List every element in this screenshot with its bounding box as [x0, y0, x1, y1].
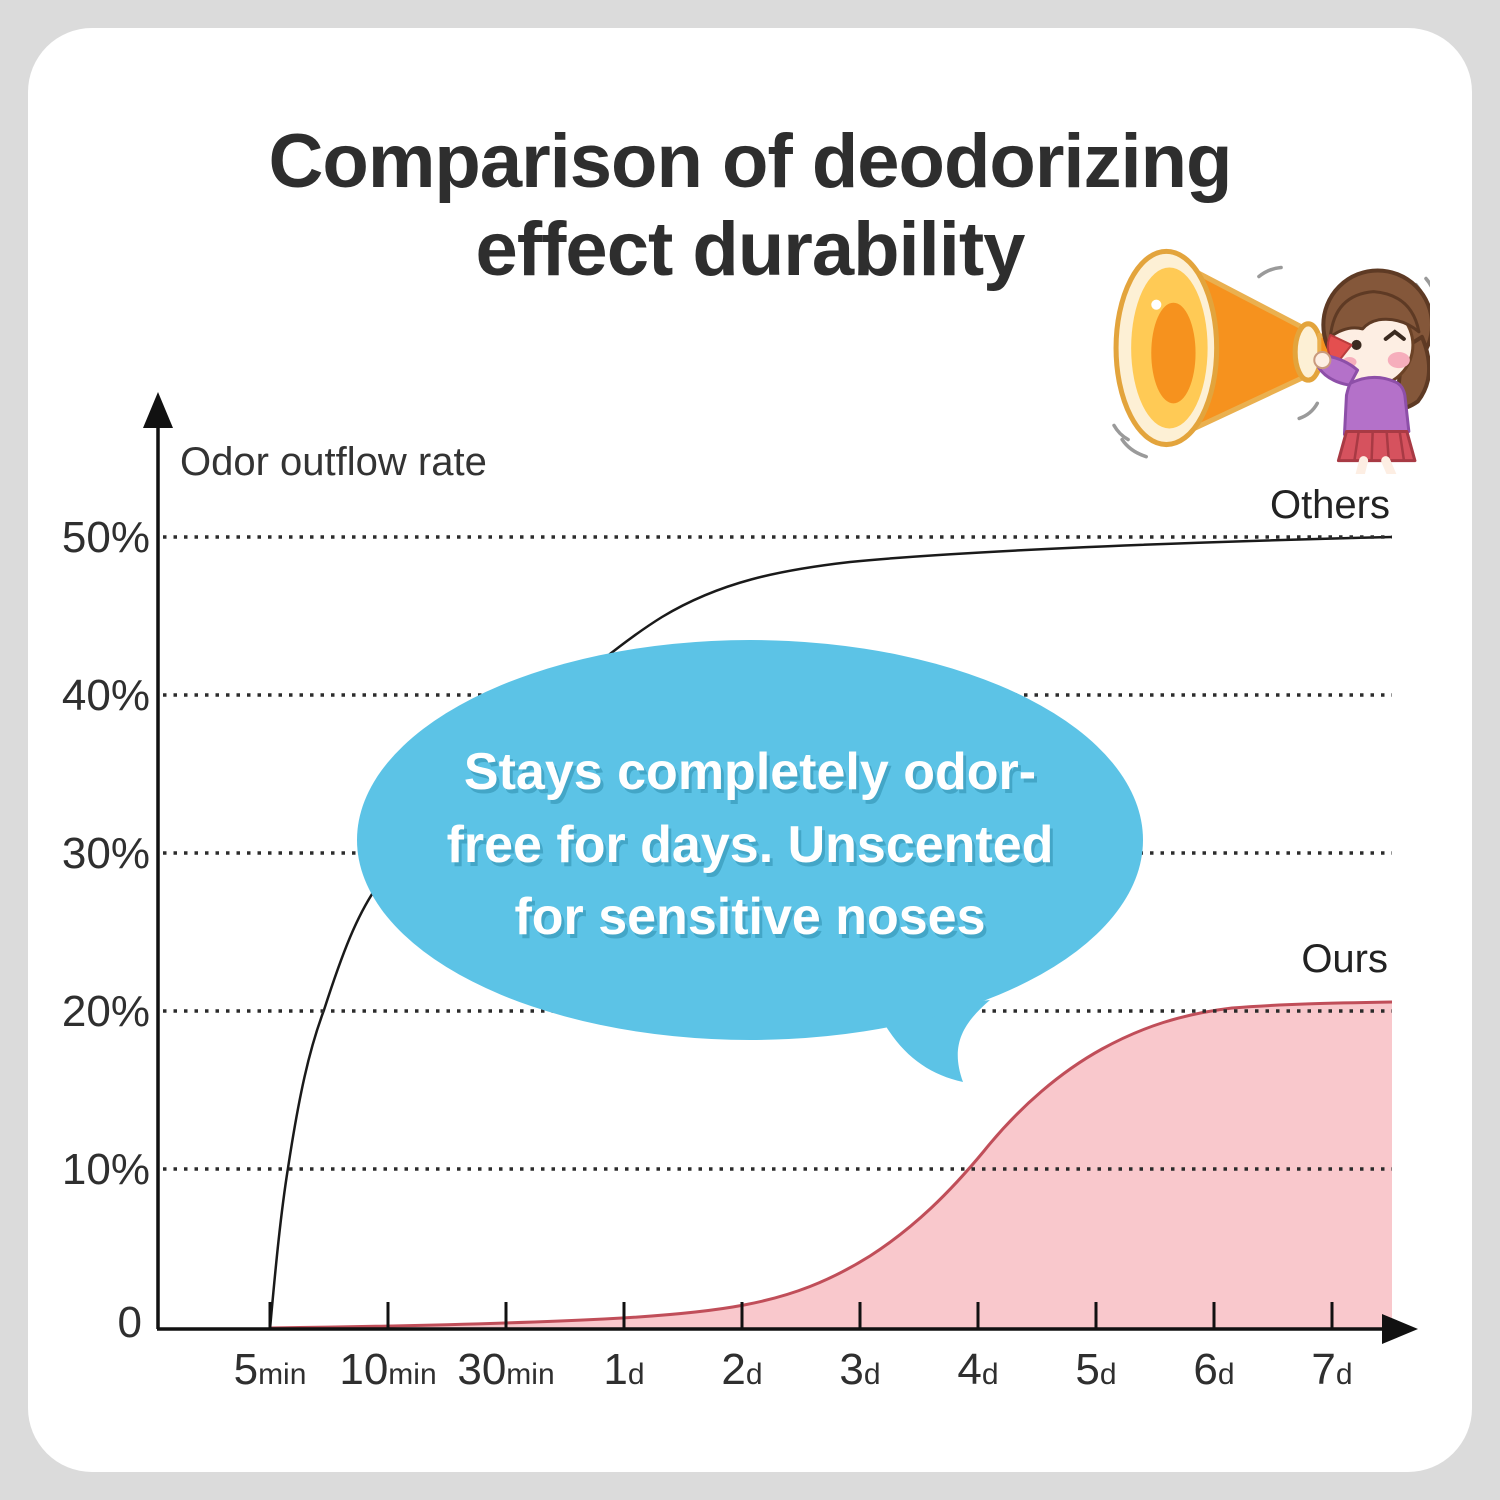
- megaphone-horn-core: [1151, 302, 1196, 404]
- girl-eye-wink: [1383, 329, 1406, 341]
- x-tick-6d: 6d: [1193, 1345, 1234, 1394]
- svg-text:free for days. Unscented: free for days. Unscented: [450, 820, 1057, 878]
- girl-hand: [1313, 350, 1332, 370]
- y-tick-0: 0: [118, 1298, 142, 1347]
- ours-series-label: Ours: [1301, 937, 1388, 981]
- x-tick-labels: 5min 10min 30min 1d 2d 3d 4d 5d 6d 7d: [234, 1345, 1353, 1394]
- megaphone-icon: [1113, 248, 1350, 448]
- x-tick-3d: 3d: [839, 1345, 880, 1394]
- bubble-text-line-1: Stays completely odor-: [464, 743, 1036, 801]
- megaphone-girl-illustration: [1112, 248, 1430, 474]
- y-tick-20: 20%: [62, 987, 150, 1036]
- y-axis-arrow-icon: [143, 392, 173, 428]
- x-tick-5d: 5d: [1075, 1345, 1116, 1394]
- x-axis: [157, 1314, 1418, 1344]
- page-title: Comparison of deodorizing effect durabil…: [0, 118, 1500, 294]
- y-tick-40: 40%: [62, 671, 150, 720]
- x-tick-2d: 2d: [721, 1345, 762, 1394]
- x-tick-marks: [268, 1302, 1334, 1329]
- speech-bubble-body: [357, 640, 1143, 1040]
- bubble-text-line-2: free for days. Unscented: [447, 816, 1054, 874]
- x-tick-5min: 5min: [234, 1345, 307, 1394]
- girl-fringe: [1328, 290, 1421, 339]
- svg-text:Stays completely odor-: Stays completely odor-: [467, 747, 1039, 805]
- girl-eye-left: [1351, 339, 1362, 350]
- x-tick-1d: 1d: [603, 1345, 644, 1394]
- megaphone-highlight: [1151, 299, 1162, 310]
- y-tick-50: 50%: [62, 513, 150, 562]
- girl-figure: [1313, 268, 1430, 474]
- girl-blush-right: [1387, 351, 1410, 369]
- speech-bubble-text: Stays completely odor- free for days. Un…: [447, 743, 1054, 946]
- x-tick-4d: 4d: [957, 1345, 998, 1394]
- y-axis: [143, 392, 173, 1329]
- x-tick-30min: 30min: [457, 1345, 554, 1394]
- girl-leg-left: [1355, 456, 1369, 474]
- girl-sweater: [1342, 375, 1411, 441]
- x-tick-7d: 7d: [1311, 1345, 1352, 1394]
- y-tick-30: 30%: [62, 829, 150, 878]
- page-title-line-1: Comparison of deodorizing: [268, 119, 1233, 204]
- girl-leg-right: [1381, 456, 1397, 474]
- others-series-label: Others: [1270, 483, 1390, 527]
- y-tick-10: 10%: [62, 1145, 150, 1194]
- x-tick-10min: 10min: [339, 1345, 436, 1394]
- bubble-text-line-3: for sensitive noses: [514, 888, 985, 946]
- girl-skirt-pleats: [1353, 432, 1406, 460]
- y-tick-labels: 50% 40% 30% 20% 10% 0: [62, 513, 150, 1347]
- y-axis-title: Odor outflow rate: [180, 440, 487, 484]
- svg-text:for sensitive noses: for sensitive noses: [517, 892, 988, 950]
- speech-bubble: Stays completely odor- free for days. Un…: [357, 640, 1143, 1082]
- x-axis-arrow-icon: [1382, 1314, 1418, 1344]
- ours-area-fill: [271, 1003, 1392, 1329]
- page-title-line-2: effect durability: [475, 207, 1026, 293]
- speech-bubble-text-shadow: Stays completely odor- free for days. Un…: [450, 747, 1057, 950]
